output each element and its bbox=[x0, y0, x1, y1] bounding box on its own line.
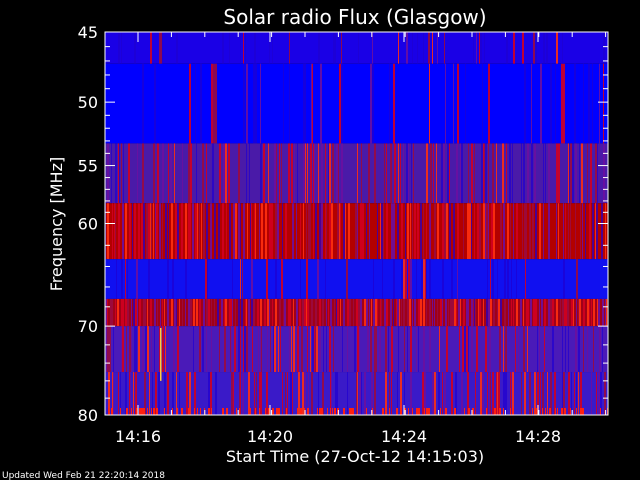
y-axis-label: Frequency [MHz] bbox=[47, 157, 66, 291]
plot-area bbox=[105, 32, 608, 415]
frequency-band bbox=[105, 326, 608, 373]
frequency-band bbox=[105, 63, 608, 144]
x-tick-label: 14:28 bbox=[515, 427, 561, 446]
x-axis-label: Start Time (27-Oct-12 14:15:03) bbox=[226, 447, 484, 466]
bottom-emission-strip bbox=[108, 408, 608, 415]
y-tick-label: 80 bbox=[78, 406, 98, 425]
y-tick-label: 50 bbox=[78, 93, 98, 112]
y-tick-label: 60 bbox=[78, 215, 98, 234]
x-tick-label: 14:20 bbox=[247, 427, 293, 446]
burst-spike bbox=[160, 328, 162, 381]
frequency-band bbox=[105, 298, 608, 327]
x-tick-label: 14:24 bbox=[381, 427, 427, 446]
frequency-band bbox=[105, 143, 608, 204]
chart-title: Solar radio Flux (Glasgow) bbox=[223, 5, 486, 29]
frequency-band bbox=[105, 372, 608, 415]
y-tick-label: 45 bbox=[78, 23, 98, 42]
y-tick-label: 70 bbox=[78, 317, 98, 336]
y-tick-label: 55 bbox=[78, 157, 98, 176]
frequency-band bbox=[105, 259, 608, 299]
frequency-band bbox=[105, 203, 608, 260]
frequency-band bbox=[105, 32, 608, 64]
axes: 45 50 55 60 70 80 14:16 14:20 14:24 14:28 bbox=[78, 23, 609, 446]
x-tick-label: 14:16 bbox=[115, 427, 161, 446]
updated-timestamp: Updated Wed Feb 21 22:20:14 2018 bbox=[2, 471, 165, 480]
